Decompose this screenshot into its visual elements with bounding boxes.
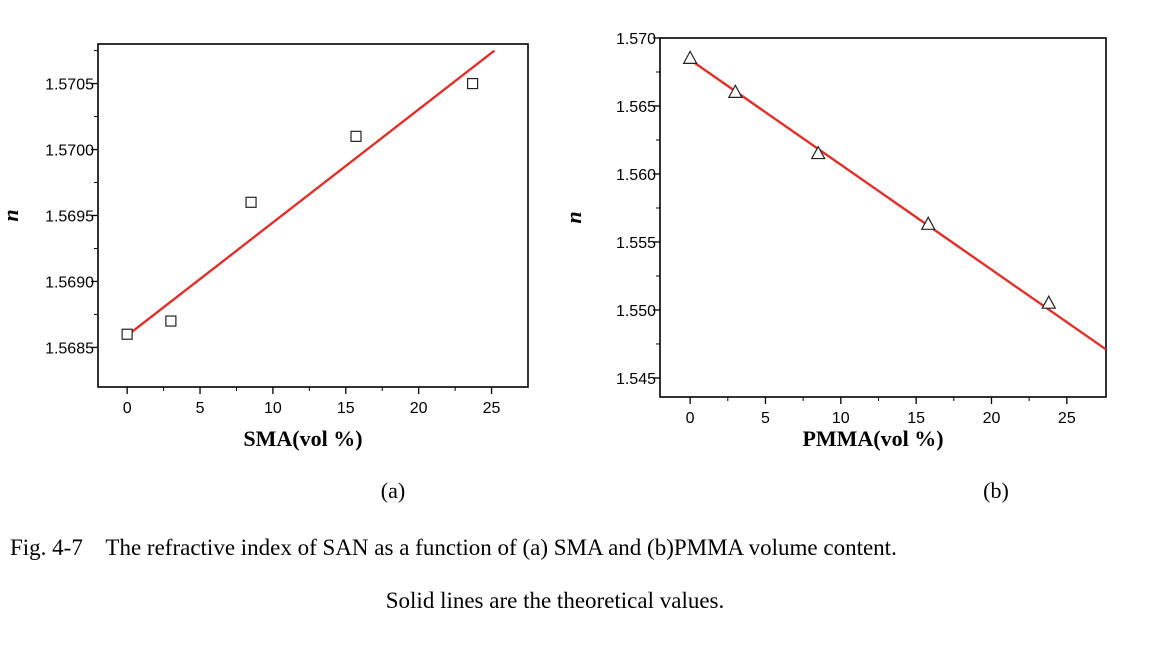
x-axis-title: PMMA(vol %) [802,426,943,451]
figure-caption-line-1: Fig. 4-7 The refractive index of SAN as … [10,535,897,560]
x-tick-label: 0 [686,410,695,427]
x-tick-label: 15 [907,410,925,427]
x-tick-label: 0 [123,400,132,417]
plot-frame [659,37,1107,398]
data-point-triangle [920,216,936,230]
y-tick-label: 1.560 [616,167,656,184]
y-tick-label: 1.545 [616,371,656,388]
y-axis-title: n [0,209,23,221]
panel-label: (a) [381,478,405,503]
figure-caption-line-2: Solid lines are the theoretical values. [386,588,725,613]
y-tick-label: 1.550 [616,303,656,320]
y-tick-label: 1.5695 [45,209,94,226]
chart-panel-a: 0 5 10 15 20 25 1.5685 1.5690 1.5695 1.5700 1.5705… [0,43,529,503]
x-tick-label: 5 [761,410,770,427]
plot-frame [97,43,529,388]
data-point-triangle [682,50,698,64]
y-tick-label: 1.570 [616,31,656,48]
x-tick-label: 25 [483,400,501,417]
y-axis-title: n [561,211,586,223]
x-axis-title: SMA(vol %) [243,426,362,451]
x-tick-label: 25 [1058,410,1076,427]
x-tick-label: 15 [337,400,355,417]
theoretical-fit-line [689,58,1106,351]
y-tick-label: 1.5685 [45,340,94,357]
data-point-triangle [727,84,743,98]
x-tick-label: 10 [832,410,850,427]
y-tick-label: 1.565 [616,99,656,116]
y-tick-label: 1.5700 [45,143,94,160]
data-point-square [165,315,177,327]
data-point-triangle [810,145,826,160]
y-tick-label: 1.5705 [45,77,94,94]
theoretical-fit-line [126,49,496,337]
x-tick-label: 5 [196,400,205,417]
chart-panel-b: 0 5 10 15 20 25 1.545 1.550 1.555 1.560 1.565 1.570… [561,31,1107,503]
data-point-square [467,77,479,90]
data-point-square [121,328,133,340]
data-point-triangle [1041,294,1057,309]
y-tick-label: 1.5690 [45,274,94,291]
panel-label: (b) [983,478,1009,503]
y-tick-label: 1.555 [616,235,656,252]
x-tick-label: 20 [983,410,1001,427]
data-point-square [245,196,257,208]
data-point-square [350,130,362,142]
x-tick-label: 10 [264,400,282,417]
x-tick-label: 20 [410,400,428,417]
